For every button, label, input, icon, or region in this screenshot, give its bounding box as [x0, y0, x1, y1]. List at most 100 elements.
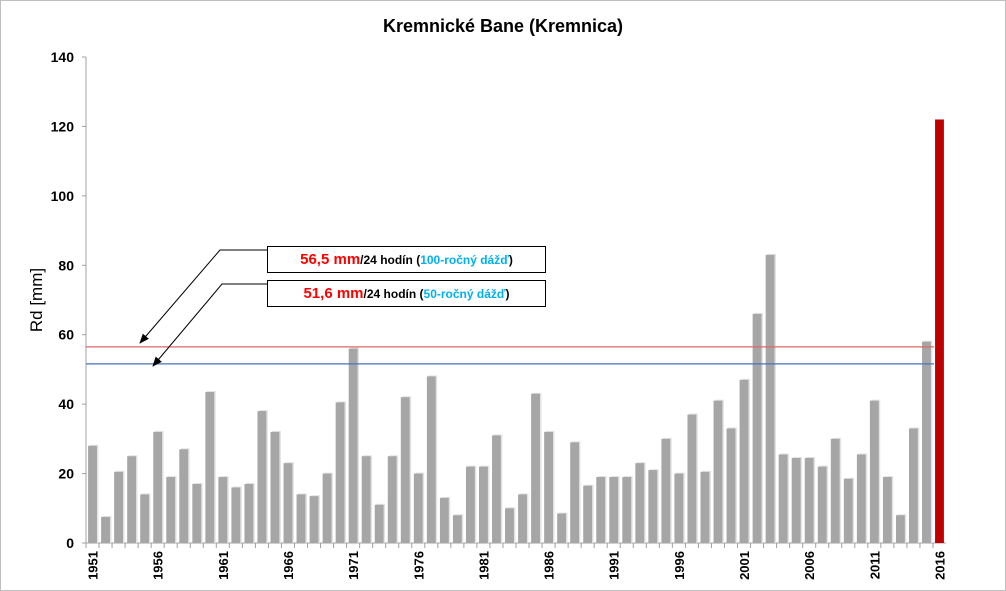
bar-1953: [114, 471, 124, 543]
bar-2002: [752, 313, 762, 543]
bar-1977: [426, 376, 436, 543]
bar-1976: [413, 473, 423, 543]
bar-1993: [635, 463, 645, 543]
bar-1972: [361, 456, 371, 543]
bar-1984: [518, 494, 527, 543]
leader-100yr: [139, 249, 267, 344]
y-tick-label: 40: [58, 396, 74, 412]
y-tick-label: 100: [51, 188, 75, 204]
x-tick-label: 1961: [216, 551, 231, 580]
bar-2009: [843, 478, 853, 543]
bar-1980: [465, 466, 475, 543]
x-tick-label: 2001: [737, 551, 752, 580]
bar-1956: [153, 431, 163, 543]
bar-1999: [713, 400, 723, 543]
bar-2000: [726, 428, 736, 543]
bar-1952: [101, 516, 110, 543]
bar-2012: [882, 477, 892, 543]
bar-1960: [205, 391, 215, 543]
bar-1992: [622, 477, 632, 543]
bar-2004: [778, 454, 788, 543]
bar-1961: [218, 477, 228, 543]
bar-2003: [765, 254, 775, 543]
chart-title: Kremnické Bane (Kremnica): [383, 16, 623, 36]
y-tick-label: 120: [51, 118, 75, 134]
bar-1966: [283, 463, 293, 543]
x-tick-label: 1991: [607, 551, 622, 580]
bar-1968: [309, 496, 319, 543]
y-tick-label: 140: [51, 49, 75, 65]
x-tick-label: 1986: [542, 551, 557, 580]
bar-1985: [531, 393, 540, 543]
bar-1951: [88, 445, 97, 543]
bar-1988: [570, 442, 580, 543]
y-axis-label: Rd [mm]: [27, 268, 46, 332]
y-tick-label: 20: [58, 466, 74, 482]
y-tick-label: 80: [58, 257, 74, 273]
bar-2008: [830, 438, 840, 543]
bar-1986: [544, 431, 554, 543]
x-tick-label: 1966: [281, 551, 296, 580]
annotation-leaders: [139, 249, 267, 367]
x-tick-label: 1971: [346, 551, 361, 580]
bar-1981: [478, 466, 488, 543]
bar-1975: [400, 397, 410, 543]
leader-50yr: [152, 283, 267, 367]
bar-2014: [908, 428, 918, 543]
bar-2007: [817, 466, 827, 543]
bar-1974: [387, 456, 397, 543]
bar-2010: [856, 454, 866, 543]
value-50yr: 51,6 mm: [303, 285, 364, 302]
x-tick-label: 2011: [867, 551, 882, 579]
x-tick-label: 1996: [672, 551, 687, 580]
bar-1979: [452, 515, 462, 543]
bar-1991: [609, 477, 619, 543]
bar-1983: [505, 508, 514, 543]
y-tick-label: 0: [66, 535, 74, 551]
unit-50yr: /24 hodín: [363, 287, 417, 301]
bar-1995: [661, 438, 671, 543]
bar-1964: [257, 411, 267, 543]
bar-1978: [439, 497, 449, 543]
bar-2013: [895, 515, 905, 543]
bar-1987: [557, 513, 567, 543]
period-100yr: 100-ročný dážď: [420, 253, 509, 267]
bar-1994: [648, 470, 658, 543]
bar-1971: [348, 348, 358, 543]
x-tick-label: 1981: [476, 551, 491, 580]
paren-open: (: [419, 287, 424, 301]
bar-1989: [583, 485, 593, 543]
bar-1954: [127, 456, 137, 543]
bar-2015: [922, 341, 931, 543]
annotation-100yr: 56,5 mm/24 hodín (100-ročný dážď): [267, 246, 546, 273]
x-tick-label: 1951: [86, 551, 101, 580]
bar-1958: [179, 449, 189, 543]
bar-1997: [687, 414, 697, 543]
bar-1963: [244, 483, 254, 543]
bar-1982: [492, 435, 501, 543]
paren-open: (: [416, 253, 421, 267]
bar-1955: [140, 494, 150, 543]
bar-1996: [674, 473, 684, 543]
period-50yr: 50-ročný dážď: [423, 287, 506, 301]
bar-1973: [374, 504, 384, 543]
paren-close: ): [508, 253, 513, 267]
y-tick-label: 60: [58, 327, 74, 343]
paren-close: ): [505, 287, 510, 301]
x-tick-label: 1956: [151, 551, 166, 580]
x-tick-label: 2006: [802, 551, 817, 580]
bar-1957: [166, 477, 176, 543]
bar-1959: [192, 483, 202, 543]
value-100yr: 56,5 mm: [300, 251, 361, 268]
x-tick-label: 2016: [932, 551, 947, 580]
unit-100yr: /24 hodín: [360, 253, 413, 267]
bar-1990: [596, 477, 606, 543]
bar-1965: [270, 431, 280, 543]
x-tick-label: 1976: [411, 551, 426, 580]
bar-1970: [335, 402, 345, 543]
bar-2011: [869, 400, 879, 543]
bar-1998: [700, 471, 710, 543]
bar-2001: [739, 379, 749, 543]
bar-2006: [804, 457, 814, 543]
bar-1969: [322, 473, 332, 543]
